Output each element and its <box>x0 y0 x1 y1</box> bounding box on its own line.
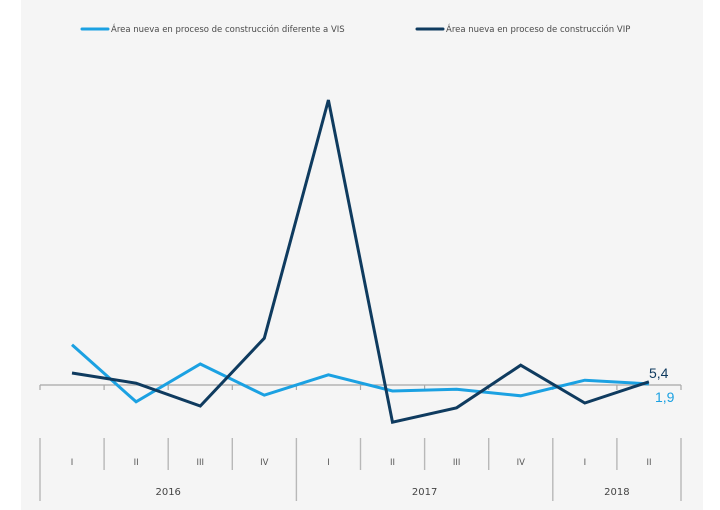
year-label: 2018 <box>604 487 629 498</box>
quarter-label: I <box>584 458 587 468</box>
legend: Área nueva en proceso de construcción di… <box>80 23 630 35</box>
legend-label-vis: Área nueva en proceso de construcción di… <box>111 23 345 35</box>
legend-item-vis: Área nueva en proceso de construcción di… <box>80 23 345 35</box>
legend-item-vip: Área nueva en proceso de construcción VI… <box>415 23 630 35</box>
series-line-vip <box>71 99 650 425</box>
quarter-label: III <box>196 458 204 468</box>
end-labels: 5,4 1,9 <box>649 365 675 405</box>
line-chart: Área nueva en proceso de construcción di… <box>39 23 682 501</box>
series-line-vis <box>71 343 649 404</box>
legend-label-vip: Área nueva en proceso de construcción VI… <box>446 23 630 35</box>
quarter-label: II <box>646 458 651 468</box>
quarter-label: IV <box>260 458 269 468</box>
year-label: 2017 <box>412 487 437 498</box>
chart-panel: Área nueva en proceso de construcción di… <box>21 0 703 510</box>
quarter-label: IV <box>517 458 526 468</box>
quarter-label: III <box>453 458 461 468</box>
quarter-label: I <box>71 458 74 468</box>
series-lines <box>71 99 650 425</box>
year-label: 2016 <box>155 487 180 498</box>
x-axis <box>39 384 682 390</box>
end-label-vis: 1,9 <box>655 389 675 405</box>
quarter-label: II <box>390 458 395 468</box>
quarter-label: II <box>134 458 139 468</box>
end-label-vip: 5,4 <box>649 365 669 381</box>
quarter-label: I <box>327 458 330 468</box>
